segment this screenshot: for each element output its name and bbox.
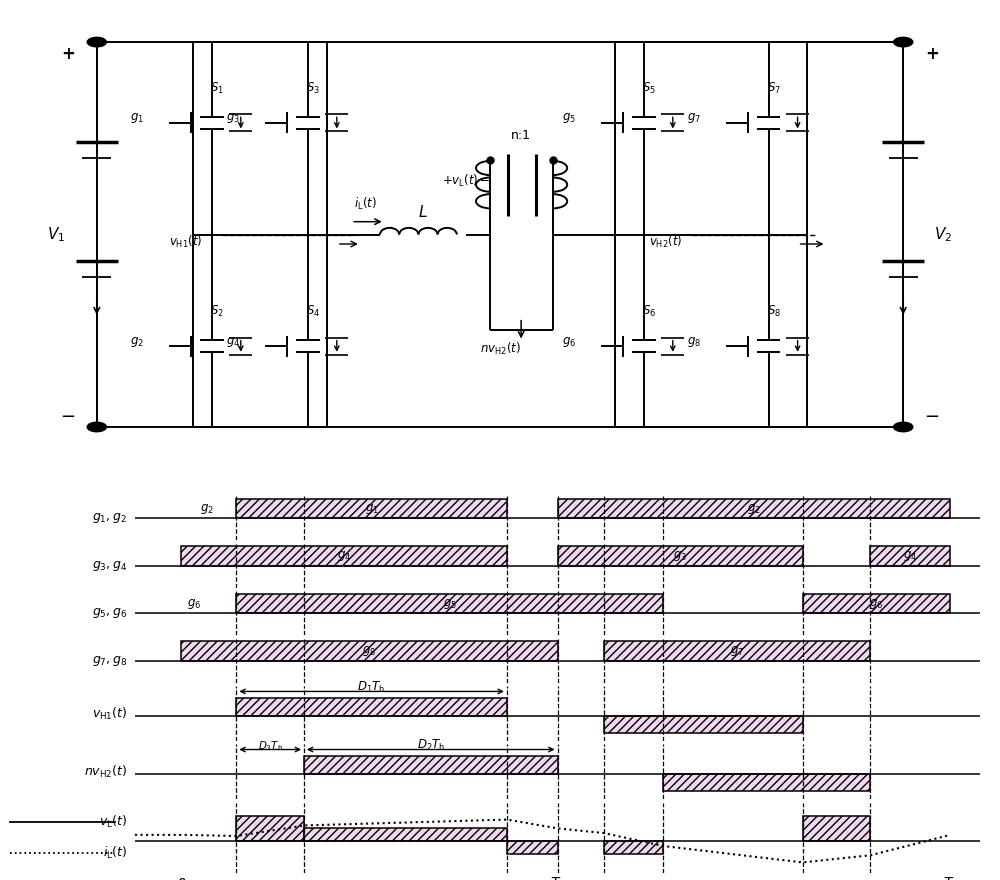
Text: $S_2$: $S_2$ — [210, 304, 224, 319]
Text: $T_{\rm s}$: $T_{\rm s}$ — [943, 876, 958, 880]
Text: $nv_{\rm H2}(t)$: $nv_{\rm H2}(t)$ — [480, 341, 520, 357]
Text: $g_5$: $g_5$ — [562, 112, 576, 126]
Circle shape — [87, 37, 106, 47]
Text: $V_2$: $V_2$ — [934, 225, 953, 244]
Text: $i_{\rm L}(t)$: $i_{\rm L}(t)$ — [354, 196, 377, 212]
Text: $S_7$: $S_7$ — [767, 81, 781, 96]
Bar — [558, 546, 803, 566]
Text: $S_1$: $S_1$ — [210, 81, 224, 96]
Text: $v_{\rm H1}(t)$: $v_{\rm H1}(t)$ — [92, 706, 127, 722]
Bar — [181, 641, 558, 661]
Text: 0: 0 — [177, 877, 186, 880]
Text: $g_3$: $g_3$ — [226, 112, 240, 126]
Bar — [604, 840, 663, 854]
Circle shape — [87, 422, 106, 432]
Bar — [236, 593, 663, 613]
Text: $g_1, g_2$: $g_1, g_2$ — [92, 511, 127, 525]
Text: $D_2T_{\rm h}$: $D_2T_{\rm h}$ — [417, 738, 445, 753]
Text: $i_{\rm L}(t)$: $i_{\rm L}(t)$ — [103, 845, 127, 862]
Text: +: + — [61, 45, 75, 63]
Text: $-$: $-$ — [60, 406, 76, 424]
Text: $g_7, g_8$: $g_7, g_8$ — [92, 654, 127, 668]
Text: $+v_{\rm L}(t)-$: $+v_{\rm L}(t)-$ — [442, 172, 491, 188]
Text: $g_1$: $g_1$ — [130, 112, 144, 126]
Text: $g_6$: $g_6$ — [562, 334, 576, 348]
Text: $g_5$: $g_5$ — [443, 597, 457, 611]
Text: $S_8$: $S_8$ — [767, 304, 781, 319]
Text: $-$: $-$ — [924, 406, 940, 424]
Text: $g_7$: $g_7$ — [687, 112, 701, 126]
Text: n:1: n:1 — [511, 129, 531, 143]
Text: $g_3$: $g_3$ — [673, 549, 687, 563]
Text: $V_1$: $V_1$ — [47, 225, 66, 244]
Text: $v_{\rm L}(t)$: $v_{\rm L}(t)$ — [99, 814, 127, 831]
Bar — [236, 698, 507, 715]
Text: $D_3T_{\rm h}$: $D_3T_{\rm h}$ — [258, 739, 283, 752]
Bar — [304, 756, 558, 774]
Text: $L$: $L$ — [418, 204, 428, 220]
Text: $g_6$: $g_6$ — [187, 597, 201, 611]
Bar — [181, 546, 507, 566]
Bar — [304, 828, 507, 840]
Text: $T_{\rm h}$: $T_{\rm h}$ — [550, 876, 565, 880]
Bar — [604, 641, 870, 661]
Bar — [803, 816, 870, 840]
Text: $v_{\rm H2}(t)$: $v_{\rm H2}(t)$ — [649, 234, 682, 251]
Circle shape — [894, 37, 913, 47]
Bar — [803, 593, 950, 613]
Text: $g_4$: $g_4$ — [337, 549, 351, 563]
Text: $g_6$: $g_6$ — [869, 597, 884, 611]
Text: $S_3$: $S_3$ — [306, 81, 320, 96]
Text: $g_8$: $g_8$ — [362, 644, 377, 658]
Circle shape — [894, 422, 913, 432]
Text: $g_7$: $g_7$ — [730, 644, 744, 658]
Text: $g_5, g_6$: $g_5, g_6$ — [92, 606, 127, 620]
Text: $S_5$: $S_5$ — [642, 81, 656, 96]
Text: $g_4$: $g_4$ — [226, 334, 240, 348]
Text: +: + — [925, 45, 939, 63]
Text: $g_2$: $g_2$ — [130, 334, 144, 348]
Text: $g_2$: $g_2$ — [200, 502, 214, 516]
Text: $nv_{\rm H2}(t)$: $nv_{\rm H2}(t)$ — [84, 764, 127, 780]
Bar — [558, 498, 950, 518]
Text: $g_3, g_4$: $g_3, g_4$ — [92, 559, 127, 573]
Text: $D_1T_{\rm h}$: $D_1T_{\rm h}$ — [357, 680, 386, 695]
Bar — [507, 840, 558, 854]
Text: $v_{\rm H1}(t)$: $v_{\rm H1}(t)$ — [169, 234, 202, 251]
Bar — [236, 816, 304, 840]
Text: $S_6$: $S_6$ — [642, 304, 656, 319]
Bar — [663, 774, 870, 791]
Bar — [870, 546, 950, 566]
Text: $g_4$: $g_4$ — [903, 549, 917, 563]
Bar — [236, 498, 507, 518]
Text: $S_4$: $S_4$ — [306, 304, 320, 319]
Text: $g_1$: $g_1$ — [365, 502, 379, 516]
Text: $g_2$: $g_2$ — [747, 502, 761, 516]
Bar — [604, 715, 803, 733]
Text: $g_8$: $g_8$ — [687, 334, 701, 348]
